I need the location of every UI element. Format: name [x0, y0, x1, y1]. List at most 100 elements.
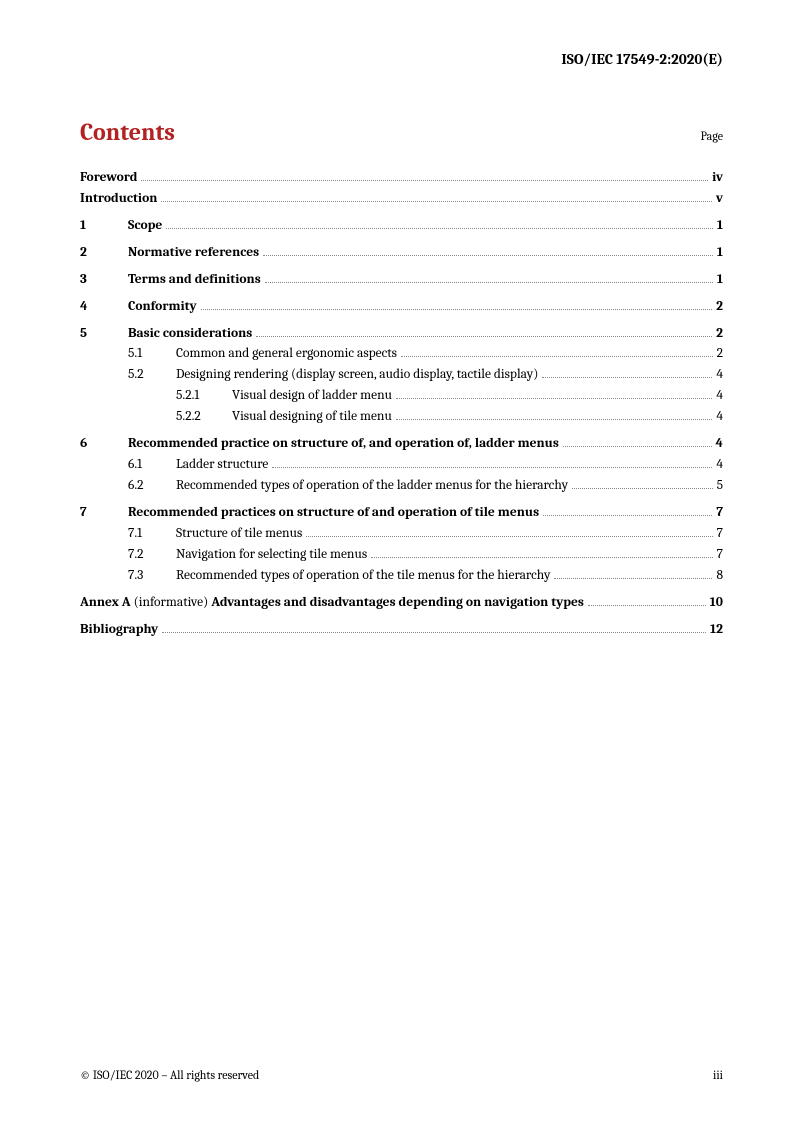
page-number: iii — [713, 1068, 723, 1082]
toc-sub-num: 7.2 — [128, 545, 176, 566]
toc-6-1: 6.1 Ladder structure 4 — [80, 455, 723, 476]
toc-num: 5 — [80, 324, 128, 345]
toc-text: Visual design of ladder menu — [232, 386, 392, 407]
toc-annex-prefix: Annex A — [80, 595, 131, 610]
leader-dots — [141, 180, 708, 181]
toc-page-num: 1 — [717, 243, 723, 264]
toc-tile-menus: 7 Recommended practices on structure of … — [80, 503, 723, 524]
toc-introduction-text: Introduction — [80, 189, 157, 210]
toc-page-num: 4 — [716, 407, 723, 428]
toc-6-2: 6.2 Recommended types of operation of th… — [80, 476, 723, 497]
toc-ladder-menus: 6 Recommended practice on structure of, … — [80, 434, 723, 455]
copyright-text: © ISO/IEC 2020 – All rights reserved — [80, 1068, 259, 1082]
toc-scope: 1 Scope 1 — [80, 216, 723, 237]
document-id-header: ISO/IEC 17549-2:2020(E) — [80, 50, 723, 68]
leader-dots — [265, 282, 713, 283]
toc-5-2: 5.2 Designing rendering (display screen,… — [80, 365, 723, 386]
toc-bibliography: Bibliography 12 — [80, 620, 723, 641]
toc-terms-definitions: 3 Terms and definitions 1 — [80, 270, 723, 291]
toc-page-num: 8 — [716, 566, 723, 587]
toc-scope-text: Scope — [128, 216, 162, 237]
toc-introduction-page: v — [716, 189, 723, 210]
leader-dots — [401, 356, 713, 357]
toc-page-num: 7 — [717, 524, 723, 545]
toc-num: 3 — [80, 270, 128, 291]
toc-5-1: 5.1 Common and general ergonomic aspects… — [80, 344, 723, 365]
leader-dots — [563, 446, 712, 447]
toc-sub-num: 6.1 — [128, 455, 176, 476]
toc-sub-num: 6.2 — [128, 476, 176, 497]
leader-dots — [543, 515, 712, 516]
toc-conformity: 4 Conformity 2 — [80, 297, 723, 318]
toc-text: Normative references — [128, 243, 259, 264]
leader-dots — [396, 419, 713, 420]
toc-annex-title: Advantages and disadvantages depending o… — [211, 595, 584, 610]
toc-scope-page: 1 — [717, 216, 723, 237]
toc-text: Recommended practice on structure of, an… — [128, 434, 559, 455]
toc-text: Terms and definitions — [128, 270, 261, 291]
toc-page-num: 4 — [716, 434, 723, 455]
toc-page-num: 2 — [716, 297, 723, 318]
toc-annex-info: (informative) — [131, 595, 212, 610]
toc-basic-considerations: 5 Basic considerations 2 — [80, 324, 723, 345]
toc-page-num: 4 — [716, 455, 723, 476]
toc-foreword: Foreword iv — [80, 168, 723, 189]
toc-num: 1 — [80, 216, 128, 237]
toc-5-2-1: 5.2.1 Visual design of ladder menu 4 — [80, 386, 723, 407]
leader-dots — [572, 488, 712, 489]
toc-page-num: 4 — [716, 365, 723, 386]
toc-page-num: 2 — [717, 344, 723, 365]
toc-7-3: 7.3 Recommended types of operation of th… — [80, 566, 723, 587]
page-footer: © ISO/IEC 2020 – All rights reserved iii — [80, 1068, 723, 1082]
toc-subsub-num: 5.2.2 — [176, 407, 232, 428]
toc-num: 4 — [80, 297, 128, 318]
toc-page-num: 1 — [717, 270, 723, 291]
toc-sub-num: 7.3 — [128, 566, 176, 587]
leader-dots — [263, 255, 713, 256]
page-column-label: Page — [701, 129, 723, 143]
leader-dots — [396, 398, 712, 399]
leader-dots — [588, 605, 706, 606]
toc-bibliography-page: 12 — [710, 620, 723, 641]
leader-dots — [201, 309, 713, 310]
toc-text: Visual designing of tile menu — [232, 407, 392, 428]
toc-text: Recommended practices on structure of an… — [128, 503, 539, 524]
toc-text: Designing rendering (display screen, aud… — [176, 365, 538, 386]
leader-dots — [161, 201, 712, 202]
toc-page-num: 4 — [716, 386, 723, 407]
toc-sub-num: 7.1 — [128, 524, 176, 545]
toc-text: Ladder structure — [176, 455, 268, 476]
toc-text: Conformity — [128, 297, 197, 318]
toc-sub-num: 5.1 — [128, 344, 176, 365]
toc-introduction: Introduction v — [80, 189, 723, 210]
toc-text: Navigation for selecting tile menus — [176, 545, 367, 566]
leader-dots — [166, 228, 713, 229]
leader-dots — [272, 467, 712, 468]
toc-page-num: 7 — [716, 503, 723, 524]
toc-text: Recommended types of operation of the ti… — [176, 566, 550, 587]
toc-5-2-2: 5.2.2 Visual designing of tile menu 4 — [80, 407, 723, 428]
page: ISO/IEC 17549-2:2020(E) Contents Page Fo… — [0, 0, 793, 680]
toc-num: 6 — [80, 434, 128, 455]
toc-text: Recommended types of operation of the la… — [176, 476, 568, 497]
toc-7-1: 7.1 Structure of tile menus 7 — [80, 524, 723, 545]
leader-dots — [162, 632, 706, 633]
leader-dots — [256, 336, 712, 337]
toc-annex-a: Annex A (informative) Advantages and dis… — [80, 593, 723, 614]
toc-text: Basic considerations — [128, 324, 252, 345]
leader-dots — [542, 377, 712, 378]
toc-foreword-page: iv — [712, 168, 723, 189]
toc-annex-text: Annex A (informative) Advantages and dis… — [80, 593, 584, 614]
toc-text: Structure of tile menus — [176, 524, 302, 545]
toc-bibliography-text: Bibliography — [80, 620, 158, 641]
toc-foreword-text: Foreword — [80, 168, 137, 189]
toc-page-num: 2 — [716, 324, 723, 345]
contents-title-row: Contents Page — [80, 118, 723, 146]
toc-page-num: 7 — [717, 545, 723, 566]
toc-num: 2 — [80, 243, 128, 264]
toc-num: 7 — [80, 503, 128, 524]
toc-7-2: 7.2 Navigation for selecting tile menus … — [80, 545, 723, 566]
leader-dots — [554, 578, 712, 579]
leader-dots — [306, 536, 712, 537]
toc-sub-num: 5.2 — [128, 365, 176, 386]
